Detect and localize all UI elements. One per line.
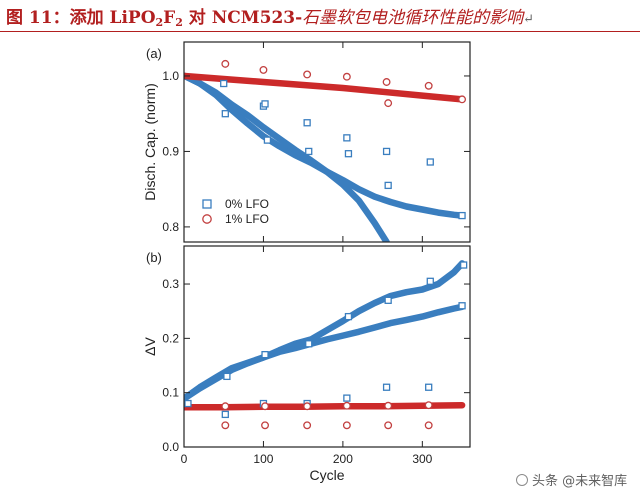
return-mark: ↵: [523, 12, 535, 27]
panel-b-series-1-lfo-markers-point: [384, 401, 393, 410]
legend-marker-square: [202, 199, 212, 209]
panel-b-series-0-lfo-markers-point: [221, 410, 229, 419]
panel-b-series-0-lfo-markers-point: [384, 296, 392, 304]
panel-b-label: (b): [146, 250, 162, 265]
panel-b-series-1-lfo-markers-point: [384, 421, 393, 430]
figure-title-part-a: 添加 LiPO: [69, 8, 156, 28]
panel-a-series-0-lfo-markers-point: [261, 100, 269, 108]
panel-b-series-1-lfo-markers-point: [221, 421, 230, 430]
panel-a-series-1-lfo-markers-point: [221, 59, 230, 68]
panel-a-frame: [183, 41, 471, 243]
panel-b-series-0-lfo-markers-point: [344, 312, 353, 321]
title-underline: [0, 31, 640, 32]
panel-a-series-1-lfo-markers-point: [424, 81, 433, 90]
panel-b-frame: [183, 245, 471, 448]
panel-b-y-axis-label: ΔV: [142, 337, 158, 356]
panel-a-plot-area: [184, 59, 467, 242]
panel-b-y-tick-label: 0.0: [162, 440, 179, 454]
panel-a-series-1-lfo-markers-point: [342, 72, 351, 81]
figure-title-part-b: F: [163, 8, 176, 28]
panel-a-series-0-lfo-cell-b-band: [184, 72, 390, 242]
panel-a-label: (a): [146, 46, 162, 61]
panel-b-series-0-lfo-markers-point: [223, 372, 231, 381]
panel-b-series-1-lfo-markers-point: [303, 421, 312, 430]
panel-a-series-1-lfo-band: [184, 72, 466, 103]
panel-b-x-tick-label: 200: [333, 452, 353, 466]
panel-b-y-tick-label: 0.2: [162, 331, 179, 345]
panel-b-series-1-lfo-markers-point: [342, 401, 351, 410]
panel-b-x-tick-label: 300: [412, 452, 432, 466]
panel-b-series-1-lfo-markers-point: [424, 421, 433, 430]
panel-a-series-0-lfo-markers-point: [384, 181, 392, 190]
panel-b-x-tick-label: 0: [181, 452, 188, 466]
panel-a-series-1-lfo-markers-point: [458, 95, 467, 104]
panel-a-series-1-lfo-markers-point: [259, 65, 268, 74]
figure-title: 图 11：添加 LiPO2F2 对 NCM523-石墨软包电池循环性能的影响↵: [6, 3, 534, 29]
figure-title-subscript-2: 2: [175, 16, 183, 29]
panel-a-series-0-lfo-markers-point: [458, 211, 466, 220]
legend-marker-circle: [202, 214, 212, 224]
panel-a-series-0-lfo-markers-point: [263, 136, 272, 144]
panel-a-y-axis-label: Disch. Cap. (norm): [142, 83, 158, 200]
panel-a-series-0-lfo-markers-point: [303, 119, 311, 127]
panel-a-y-tick-label: 0.9: [162, 144, 179, 158]
panel-b-x-axis-label: Cycle: [309, 467, 344, 483]
panel-b-y-tick-label: 0.3: [162, 277, 179, 291]
panel-a-series-0-lfo-markers-point: [305, 147, 313, 156]
panel-a-series-0-lfo-markers-point: [343, 134, 351, 142]
panel-b-series-1-lfo-band: [184, 401, 466, 411]
panel-b-y-tick-label: 0.1: [162, 386, 179, 400]
panel-b-plot-area: [184, 260, 468, 430]
panel-a-series-0-lfo-markers-point: [426, 158, 434, 166]
panel-b-series-1-lfo-markers-point: [342, 421, 351, 430]
panel-b-series-0-lfo-markers-point: [459, 261, 468, 269]
panel-b-series-1-lfo-markers-point: [221, 402, 230, 411]
panel-b-series-1-lfo-markers-point: [424, 401, 433, 410]
legend-label-1-lfo: 1% LFO: [225, 212, 269, 226]
panel-b-series-1-lfo-markers-point: [261, 421, 269, 430]
panel-b-series-1-lfo-markers-point: [261, 402, 269, 411]
figure-title-part-d: 石墨软包电池循环性能的影响: [302, 8, 524, 28]
panel-b-series-0-lfo-markers-point: [343, 394, 351, 402]
panel-a-series-1-lfo-markers-point: [384, 99, 393, 108]
panel-a-y-tick-label: 0.8: [162, 220, 179, 234]
panel-b-series-0-lfo-markers-point: [261, 350, 269, 359]
panel-a-y-tick-label: 1.0: [162, 69, 179, 83]
panel-a-series-1-lfo-markers-point: [303, 70, 312, 79]
panel-b-series-0-lfo-markers-point: [305, 340, 313, 348]
panel-b-x-tick-label: 100: [253, 452, 273, 466]
panel-a-series-0-lfo-markers-point: [221, 110, 229, 118]
figure-title-part-c: 对 NCM523-: [182, 8, 303, 28]
figure-title-subscript-1: 2: [155, 16, 164, 29]
panel-b-series-0-lfo-markers-point: [426, 277, 434, 285]
panel-b-series-0-lfo-markers-point: [382, 383, 391, 391]
panel-a-series-1-lfo-markers-point: [382, 78, 391, 86]
panel-a-series-0-lfo-markers-point: [382, 147, 391, 156]
legend-label-0-lfo: 0% LFO: [225, 197, 269, 211]
panel-b-series-0-lfo-cell-b-band: [184, 260, 466, 402]
watermark-logo-icon: [516, 474, 528, 486]
panel-b-series-0-lfo-markers-point: [184, 399, 192, 408]
panel-b-series-0-lfo-markers-point: [425, 383, 433, 391]
panel-b-series-0-lfo-cell-a-band: [184, 303, 466, 402]
watermark: 头条 @未来智库: [512, 470, 627, 489]
panel-b-series-0-lfo-markers-point: [458, 302, 466, 310]
panel-a-series-0-lfo-markers-point: [344, 150, 353, 158]
panel-a-series-0-lfo-markers-point: [220, 79, 228, 88]
figure-title-prefix: 图 11：: [6, 8, 70, 28]
panel-b-series-1-lfo-markers-point: [303, 402, 312, 411]
watermark-text: 头条 @未来智库: [532, 474, 628, 489]
